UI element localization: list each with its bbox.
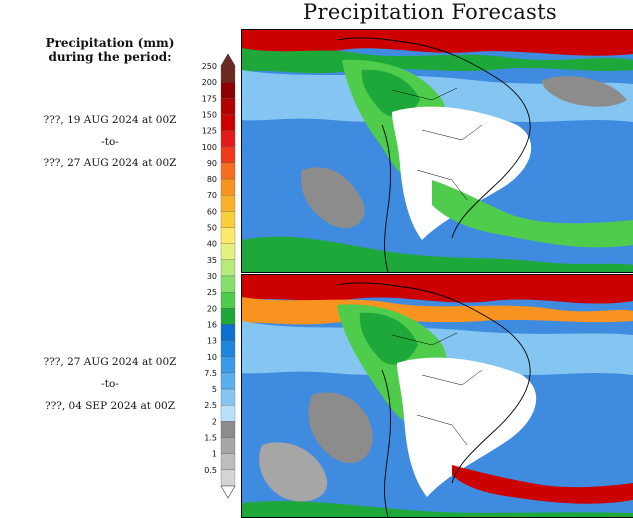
period1-sep: -to- (101, 136, 119, 148)
scale-swatch (220, 162, 236, 180)
scale-tick-label: 250 (202, 62, 217, 71)
scale-tick-label: 5 (212, 385, 217, 394)
period2-end: ???, 04 SEP 2024 at 00Z (44, 400, 176, 412)
period1-start: ???, 19 AUG 2024 at 00Z (43, 114, 177, 126)
scale-tick-label: 40 (207, 240, 217, 249)
precip-map-2 (242, 275, 633, 517)
coastline-east (336, 37, 531, 239)
scale-tick-label: 60 (207, 207, 217, 216)
scale-tick-label: 200 (202, 78, 217, 87)
heavy-rain-band-north (242, 30, 633, 56)
scale-swatch (220, 114, 236, 131)
scale-tick-label: 150 (202, 110, 217, 119)
scale-tick-label: 16 (207, 320, 217, 329)
scale-tick-label: 50 (207, 224, 217, 233)
southern-heavy-band (452, 465, 633, 504)
scale-tick-label: 35 (207, 256, 217, 265)
scale-swatch (220, 324, 236, 341)
scale-swatch (220, 82, 236, 99)
scale-tick-label: 90 (207, 159, 217, 168)
scale-swatch (220, 275, 236, 293)
scale-tick-label: 20 (207, 304, 217, 313)
scale-tick-label: 175 (202, 94, 217, 103)
scale-swatch (220, 356, 236, 374)
scale-tick-label: 70 (207, 191, 217, 200)
precip-map-1 (242, 30, 633, 272)
country-borders (391, 87, 483, 201)
scale-tick-label: 125 (202, 127, 217, 136)
period2-start: ???, 27 AUG 2024 at 00Z (43, 356, 177, 368)
scale-tick-label: 30 (207, 272, 217, 281)
southern-front-band (432, 180, 633, 248)
scale-swatch (220, 437, 236, 454)
coastline-west (381, 124, 391, 272)
page-title: Precipitation Forecasts (303, 0, 557, 24)
scale-swatch (220, 211, 236, 228)
legend-heading: Precipitation (mm) during the period: (20, 36, 200, 64)
scale-swatch (220, 146, 236, 164)
scale-swatch (220, 227, 236, 244)
scale-swatch (220, 453, 236, 470)
scale-tick-label: 2 (212, 417, 217, 426)
scale-swatch (220, 469, 236, 487)
scale-tick-label: 25 (207, 288, 217, 297)
scale-swatch (220, 340, 236, 357)
scale-swatch (220, 243, 236, 260)
dry-area-pacific (301, 167, 365, 229)
scale-tick-label: 7.5 (204, 369, 217, 378)
scale-tick-label: 10 (207, 353, 217, 362)
scale-swatch (220, 65, 236, 83)
scale-tick-label: 0.5 (204, 466, 217, 475)
scale-tick-label: 1.5 (204, 434, 217, 443)
scale-swatch (220, 308, 236, 325)
scale-swatch (220, 292, 236, 309)
scale-swatch (220, 178, 236, 196)
scale-swatch (220, 130, 236, 147)
dry-area-brazil (392, 106, 532, 240)
legend-heading-line1: Precipitation (mm) (45, 36, 175, 50)
scale-swatch (220, 259, 236, 277)
scale-tick-label: 2.5 (204, 401, 217, 410)
scale-tick-label: 80 (207, 175, 217, 184)
scale-swatch (220, 98, 236, 115)
scale-tick-label: 13 (207, 337, 217, 346)
scale-swatch (220, 372, 236, 390)
legend-heading-line2: during the period: (48, 50, 172, 64)
scale-top-arrow (220, 53, 236, 67)
map-period-2 (241, 274, 633, 518)
period2-sep: -to- (101, 378, 119, 390)
scale-tick-label: 100 (202, 143, 217, 152)
scale-swatch (220, 388, 236, 406)
period1-end: ???, 27 AUG 2024 at 00Z (43, 157, 177, 169)
color-scale-legend: 2502001751501251009080706050403530252016… (202, 53, 236, 499)
map-period-1 (241, 29, 633, 273)
scale-swatch (220, 421, 236, 438)
scale-bottom-arrow (220, 485, 236, 499)
scale-swatch (220, 195, 236, 212)
scale-tick-label: 1 (212, 450, 217, 459)
scale-swatch (220, 405, 236, 422)
